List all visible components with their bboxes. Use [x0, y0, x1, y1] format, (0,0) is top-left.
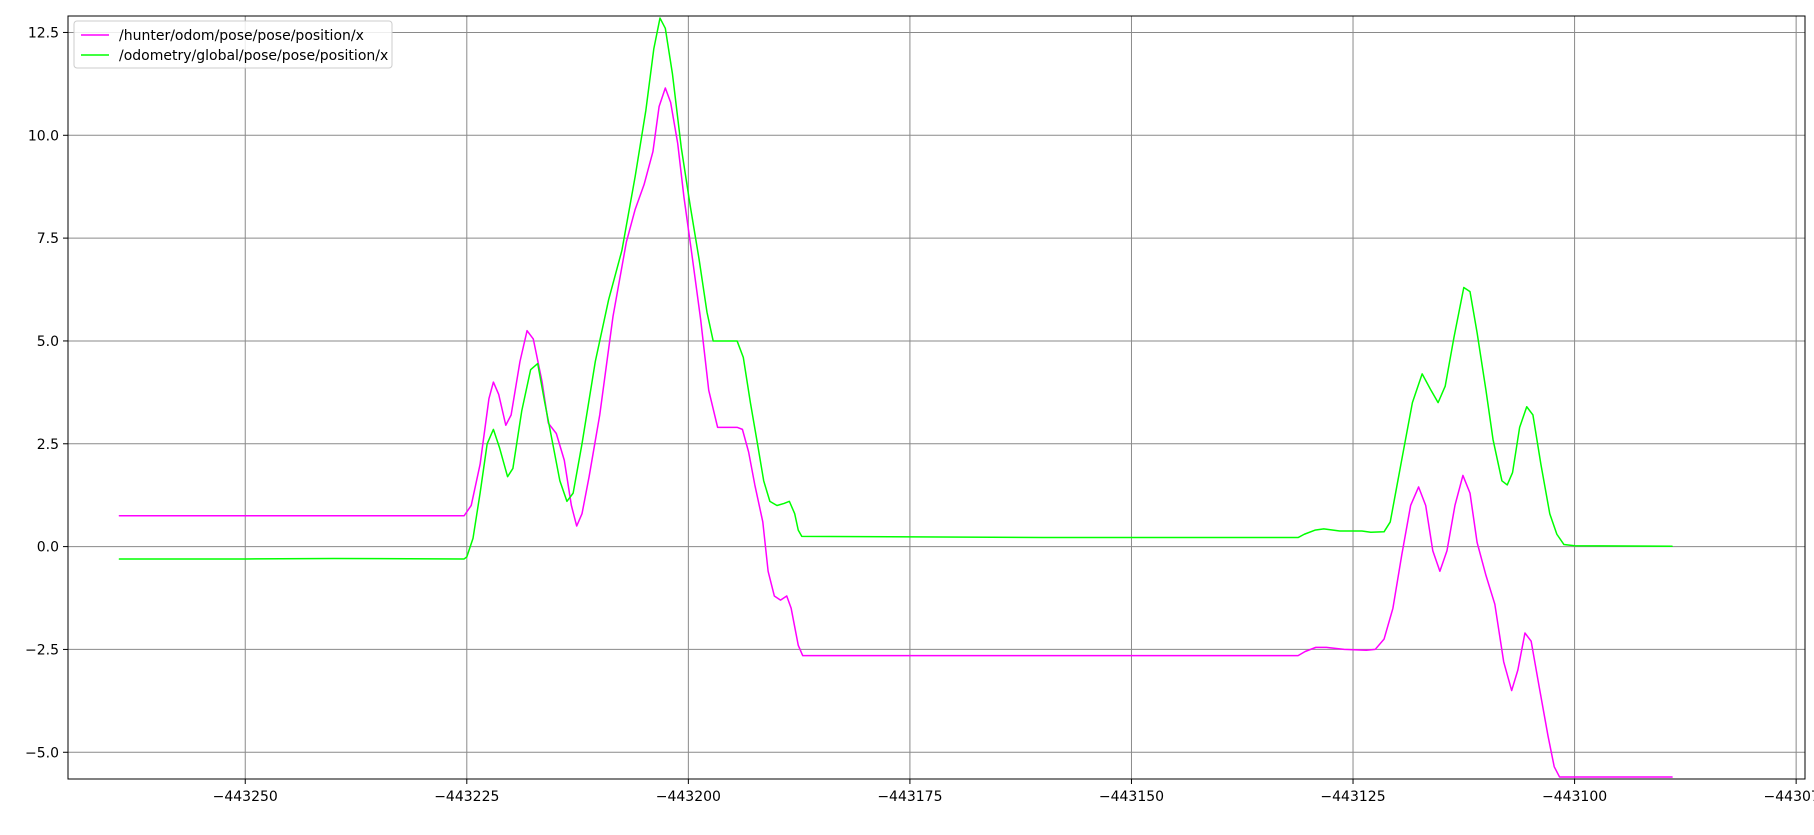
- y-tick-label: −5.0: [25, 745, 59, 761]
- legend: /hunter/odom/pose/pose/position/x /odome…: [73, 20, 393, 69]
- x-tick-label: −443250: [213, 789, 278, 805]
- x-tick-label: −443075: [1764, 789, 1814, 805]
- y-tick-label: 12.5: [28, 25, 59, 41]
- series-line-odometry-global: [118, 17, 1673, 560]
- x-tick-label: −443100: [1542, 789, 1607, 805]
- y-axis: −5.0 −2.5 0.0 2.5 5.0 7.5 10.0 12.5: [25, 25, 68, 761]
- legend-label-odometry-global: /odometry/global/pose/pose/position/x: [119, 48, 388, 64]
- plot-area-frame: [67, 15, 1806, 780]
- x-tick-label: −443125: [1320, 789, 1385, 805]
- y-tick-label: 5.0: [37, 334, 59, 350]
- series-line-hunter-odom: [118, 87, 1673, 778]
- y-tick-label: −2.5: [25, 642, 59, 658]
- y-tick-label: 7.5: [37, 231, 59, 247]
- y-tick-label: 10.0: [28, 128, 59, 144]
- y-tick-label: 0.0: [37, 540, 59, 556]
- y-tick-label: 2.5: [37, 437, 59, 453]
- x-tick-label: −443225: [434, 789, 499, 805]
- legend-label-hunter-odom: /hunter/odom/pose/pose/position/x: [119, 28, 364, 44]
- legend-box: [73, 20, 393, 69]
- x-tick-label: −443150: [1099, 789, 1164, 805]
- x-tick-label: −443175: [877, 789, 942, 805]
- x-tick-label: −443200: [656, 789, 721, 805]
- series-layer: [118, 17, 1673, 778]
- grid: [68, 16, 1805, 779]
- x-axis: −443250 −443225 −443200 −443175 −443150 −4431…: [213, 779, 1814, 805]
